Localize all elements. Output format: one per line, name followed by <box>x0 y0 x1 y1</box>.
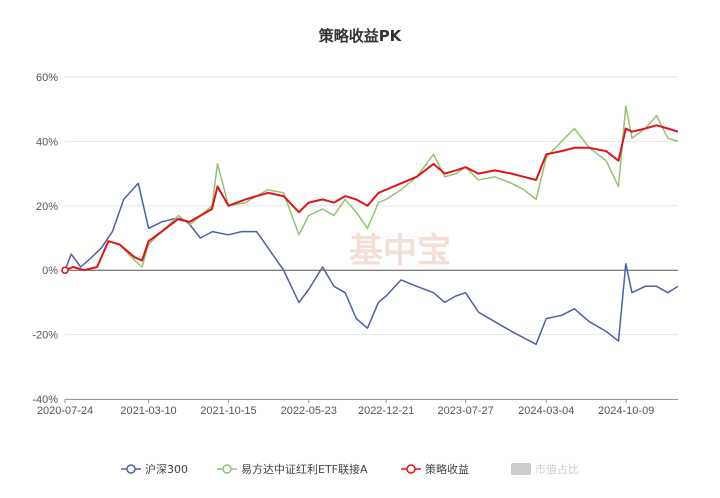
legend: 沪深300 易方达中证红利ETF联接A 策略收益 市值占比 <box>121 462 579 476</box>
series-line <box>64 105 679 271</box>
x-tick-label: 2021-10-15 <box>200 405 256 417</box>
y-tick-label: 20% <box>36 201 58 213</box>
series-layer <box>61 105 679 346</box>
legend-swatch-marker <box>222 464 232 474</box>
y-tick-label: -40% <box>32 394 58 406</box>
series-3 <box>61 124 679 274</box>
chart-title: 策略收益PK <box>318 27 403 45</box>
x-tick-label: 2021-03-10 <box>120 405 176 417</box>
x-axis: 2020-07-24 2021-03-10 2021-10-15 2022-05-23… <box>37 399 678 417</box>
legend-swatch-marker <box>406 464 416 474</box>
x-tick-label: 2022-12-21 <box>358 405 414 417</box>
watermark: 基中宝 <box>349 231 451 271</box>
legend-label: 沪深300 <box>145 462 188 476</box>
legend-item[interactable]: 沪深300 <box>121 462 188 476</box>
y-tick-label: 0% <box>42 265 58 277</box>
series-line <box>64 182 679 346</box>
legend-label: 市值占比 <box>535 462 579 476</box>
series-point <box>61 266 69 274</box>
y-tick-label: 40% <box>36 136 58 148</box>
legend-label: 策略收益 <box>425 462 469 476</box>
legend-label: 易方达中证红利ETF联接A <box>241 462 368 476</box>
series-line <box>64 124 679 272</box>
legend-swatch-box <box>511 463 531 475</box>
legend-item[interactable]: 策略收益 <box>401 462 469 476</box>
y-axis: -40% -20% 0% 20% 40% 60% <box>32 72 58 406</box>
legend-swatch-marker <box>126 464 136 474</box>
legend-item[interactable]: 易方达中证红利ETF联接A <box>217 462 368 476</box>
x-tick-label: 2020-07-24 <box>37 405 93 417</box>
y-tick-label: 60% <box>36 72 58 84</box>
x-tick-label: 2024-10-09 <box>598 405 654 417</box>
x-tick-label: 2024-03-04 <box>518 405 574 417</box>
x-tick-label: 2022-05-23 <box>281 405 337 417</box>
legend-item[interactable]: 市值占比 <box>511 462 579 476</box>
x-tick-label: 2023-07-27 <box>437 405 493 417</box>
y-tick-label: -20% <box>32 330 58 342</box>
